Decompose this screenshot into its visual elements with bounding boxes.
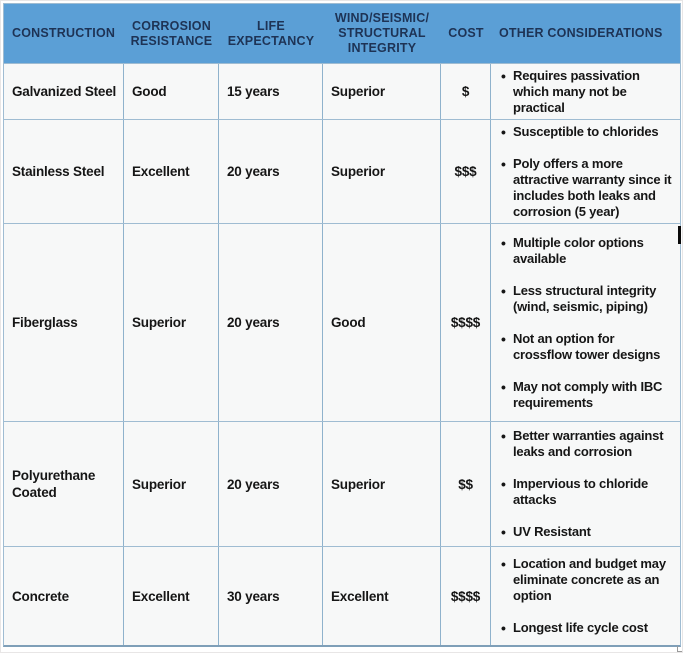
cell-cost: $$$ (441, 120, 491, 223)
resize-corner-artifact (677, 651, 682, 652)
cell-cost: $$ (441, 422, 491, 546)
cell-life-expectancy: 15 years (219, 64, 323, 119)
cell-life-expectancy: 20 years (219, 224, 323, 421)
text-cursor-artifact (678, 226, 681, 244)
consideration-item: Location and budget may eliminate concre… (499, 556, 674, 604)
cell-life-expectancy: 30 years (219, 547, 323, 645)
table-row: Concrete Excellent 30 years Excellent $$$$ Lo… (4, 547, 680, 645)
consideration-item: Requires passivation which many not be p… (499, 68, 674, 116)
cell-corrosion-resistance: Excellent (124, 120, 219, 223)
column-header-wind-seismic-structural-integrity: WIND/SEISMIC/ STRUCTURAL INTEGRITY (334, 11, 430, 55)
cell-text: 20 years (227, 164, 280, 179)
cell-text: $$$ (454, 164, 477, 179)
cell-life-expectancy: 20 years (219, 422, 323, 546)
column-header-life-expectancy: LIFE EXPECTANCY (227, 18, 315, 48)
cell-other-considerations: Susceptible to chlorides Poly offers a mo… (491, 120, 680, 223)
cell-text: $$$$ (450, 588, 481, 604)
consideration-item: Not an option for crossflow tower design… (499, 331, 674, 363)
cell-text: Superior (331, 164, 385, 179)
cell-construction: Polyurethane Coated (4, 422, 124, 546)
cell-other-considerations: Requires passivation which many not be p… (491, 64, 680, 119)
cell-text: Superior (331, 84, 385, 99)
cell-text: 20 years (227, 315, 280, 330)
cell-text: Superior (331, 476, 385, 492)
considerations-list: Multiple color options available Less str… (499, 235, 674, 411)
cell-text: 15 years (227, 84, 280, 99)
table-row: Galvanized Steel Good 15 years Superior $ Req… (4, 64, 680, 120)
considerations-list: Better warranties against leaks and corr… (499, 428, 674, 540)
column-header-construction: CONSTRUCTION (12, 26, 116, 40)
cell-construction: Concrete (4, 547, 124, 645)
cell-wind-seismic-structural-integrity: Superior (323, 120, 441, 223)
cell-other-considerations: Multiple color options available Less str… (491, 224, 680, 421)
cell-text: Good (331, 315, 366, 330)
cell-text: $$ (458, 476, 473, 492)
cell-wind-seismic-structural-integrity: Superior (323, 422, 441, 546)
considerations-list: Susceptible to chlorides Poly offers a mo… (499, 124, 674, 220)
table-row: Polyurethane Coated Superior 20 years Super… (4, 422, 680, 547)
cell-corrosion-resistance: Excellent (124, 547, 219, 645)
cell-cost: $$$$ (441, 547, 491, 645)
column-header-cost: COST (448, 26, 484, 40)
cell-other-considerations: Location and budget may eliminate concre… (491, 547, 680, 645)
consideration-item: UV Resistant (499, 524, 674, 540)
cell-construction: Galvanized Steel (4, 64, 124, 119)
cell-corrosion-resistance: Superior (124, 422, 219, 546)
consideration-item: May not comply with IBC requirements (499, 379, 674, 411)
cell-text: Superior (132, 315, 186, 330)
cell-life-expectancy: 20 years (219, 120, 323, 223)
consideration-item: Longest life cycle cost (499, 620, 674, 636)
cell-text: $$$$ (450, 315, 481, 330)
cell-text: Concrete (12, 588, 69, 604)
cell-text: Excellent (132, 164, 190, 179)
consideration-item: Impervious to chloride attacks (499, 476, 674, 508)
cell-text: Good (132, 84, 167, 99)
cell-text: Excellent (331, 588, 389, 604)
cell-wind-seismic-structural-integrity: Good (323, 224, 441, 421)
cell-corrosion-resistance: Superior (124, 224, 219, 421)
cell-corrosion-resistance: Good (124, 64, 219, 119)
cell-text: Galvanized Steel (12, 84, 117, 99)
cell-text: Polyurethane Coated (12, 468, 96, 500)
considerations-list: Location and budget may eliminate concre… (499, 556, 674, 636)
cell-text: $ (461, 84, 470, 99)
resize-corner-artifact (677, 646, 678, 652)
cell-other-considerations: Better warranties against leaks and corr… (491, 422, 680, 546)
cell-construction: Stainless Steel (4, 120, 124, 223)
cell-cost: $$$$ (441, 224, 491, 421)
column-header-corrosion-resistance: CORROSION RESISTANCE (130, 18, 213, 48)
cell-wind-seismic-structural-integrity: Excellent (323, 547, 441, 645)
consideration-item: Susceptible to chlorides (499, 124, 674, 140)
table-body: Galvanized Steel Good 15 years Superior $ Req… (4, 64, 680, 645)
cell-construction: Fiberglass (4, 224, 124, 421)
table-row: Fiberglass Superior 20 years Good $$$$ Multip… (4, 224, 680, 422)
cell-text: Superior (132, 476, 186, 492)
consideration-item: Less structural integrity (wind, seismic… (499, 283, 674, 315)
column-header-other-considerations: OTHER CONSIDERATIONS (499, 26, 663, 40)
cell-cost: $ (441, 64, 491, 119)
cell-text: Fiberglass (12, 315, 78, 330)
consideration-item: Better warranties against leaks and corr… (499, 428, 674, 460)
cell-text: Excellent (132, 588, 190, 604)
consideration-item: Poly offers a more attractive warranty s… (499, 156, 674, 220)
cell-text: 20 years (227, 476, 280, 492)
cell-wind-seismic-structural-integrity: Superior (323, 64, 441, 119)
cell-text: 30 years (227, 588, 280, 604)
table-header-row: CONSTRUCTION CORROSION RESISTANCE LIFE E… (4, 4, 680, 64)
table-row: Stainless Steel Excellent 20 years Superior… (4, 120, 680, 224)
considerations-list: Requires passivation which many not be p… (499, 68, 674, 116)
comparison-table: CONSTRUCTION CORROSION RESISTANCE LIFE E… (3, 3, 681, 647)
consideration-item: Multiple color options available (499, 235, 674, 267)
cell-text: Stainless Steel (12, 164, 105, 179)
